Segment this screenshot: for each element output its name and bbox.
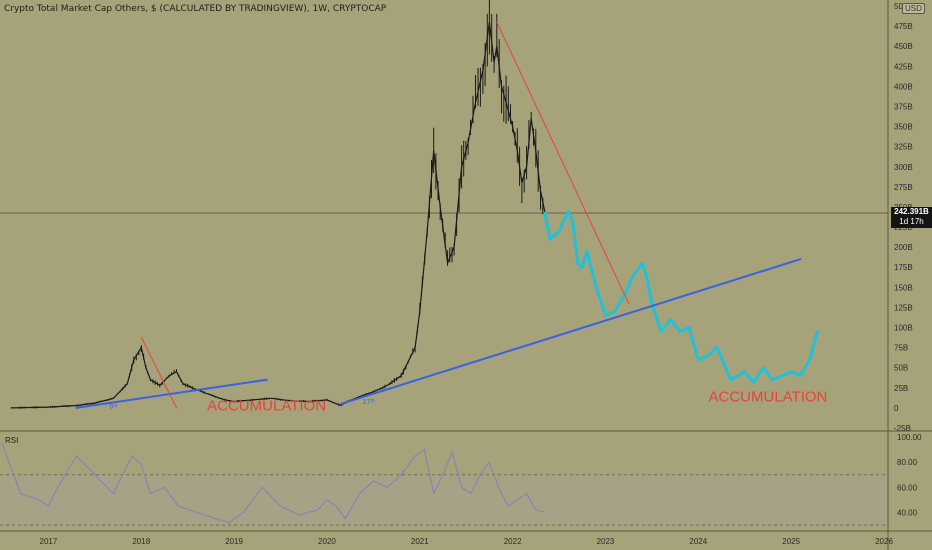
resistance-trendline <box>140 336 177 409</box>
price-tick-label: -25B <box>894 424 911 433</box>
chart-title: Crypto Total Market Cap Others, $ (CALCU… <box>4 4 387 14</box>
time-tick-label: 2023 <box>597 537 615 546</box>
price-tick-label: 275B <box>894 183 913 192</box>
time-tick-label: 2018 <box>132 537 150 546</box>
time-tick-label: 2021 <box>411 537 429 546</box>
price-tick-label: 325B <box>894 143 913 152</box>
price-tick-label: 150B <box>894 283 913 292</box>
cycle-label: 6ᵗʰ <box>109 404 117 411</box>
accumulation-label: ACCUMULATION <box>708 388 827 405</box>
price-tick-label: 375B <box>894 102 913 111</box>
last-price-badge: 242.391B 1d 17h <box>891 207 932 228</box>
projected-path <box>543 209 819 384</box>
rsi-tick-label: 80.00 <box>897 458 918 467</box>
last-price-value: 242.391B <box>894 207 929 216</box>
price-tick-label: 75B <box>894 344 908 353</box>
price-tick-label: 425B <box>894 62 913 71</box>
time-tick-label: 2019 <box>225 537 243 546</box>
price-tick-label: 350B <box>894 123 913 132</box>
rsi-line <box>1 443 546 524</box>
support-trendline <box>75 378 268 409</box>
price-tick-label: 50B <box>894 364 908 373</box>
rsi-band <box>0 474 888 526</box>
resistance-trendline <box>496 21 630 304</box>
price-tick-label: 125B <box>894 303 913 312</box>
rsi-tick-label: 100.00 <box>897 433 922 442</box>
annotations: ACCUMULATION ACCUMULATION 6ᵗʰ 17ᵗʰ <box>109 388 827 414</box>
time-tick-label: 2026 <box>875 537 893 546</box>
currency-badge[interactable]: USD <box>902 3 925 14</box>
accumulation-label: ACCUMULATION <box>207 397 326 414</box>
time-tick-label: 2020 <box>318 537 336 546</box>
support-trendline <box>339 258 802 405</box>
drawing-lines <box>75 21 819 409</box>
time-tick-label: 2025 <box>782 537 800 546</box>
price-tick-label: 175B <box>894 263 913 272</box>
rsi-tick-label: 40.00 <box>897 508 918 517</box>
time-tick-label: 2022 <box>504 537 522 546</box>
price-tick-label: 475B <box>894 22 913 31</box>
price-tick-label: 25B <box>894 384 908 393</box>
price-tick-label: 450B <box>894 42 913 51</box>
price-candles <box>10 0 546 409</box>
cycle-label: 17ᵗʰ <box>363 399 375 406</box>
rsi-series-line <box>1 443 546 524</box>
price-tick-label: 100B <box>894 324 913 333</box>
price-tick-label: 300B <box>894 163 913 172</box>
time-tick-label: 2024 <box>689 537 707 546</box>
rsi-pane-label: RSI <box>5 436 19 445</box>
price-tick-label: 0 <box>894 404 899 413</box>
rsi-tick-label: 60.00 <box>897 483 918 492</box>
rsi-overbought-oversold-band <box>0 474 888 525</box>
price-tick-label: 200B <box>894 243 913 252</box>
price-tick-label: 400B <box>894 82 913 91</box>
bar-countdown: 1d 17h <box>899 217 924 226</box>
time-tick-label: 2017 <box>40 537 58 546</box>
